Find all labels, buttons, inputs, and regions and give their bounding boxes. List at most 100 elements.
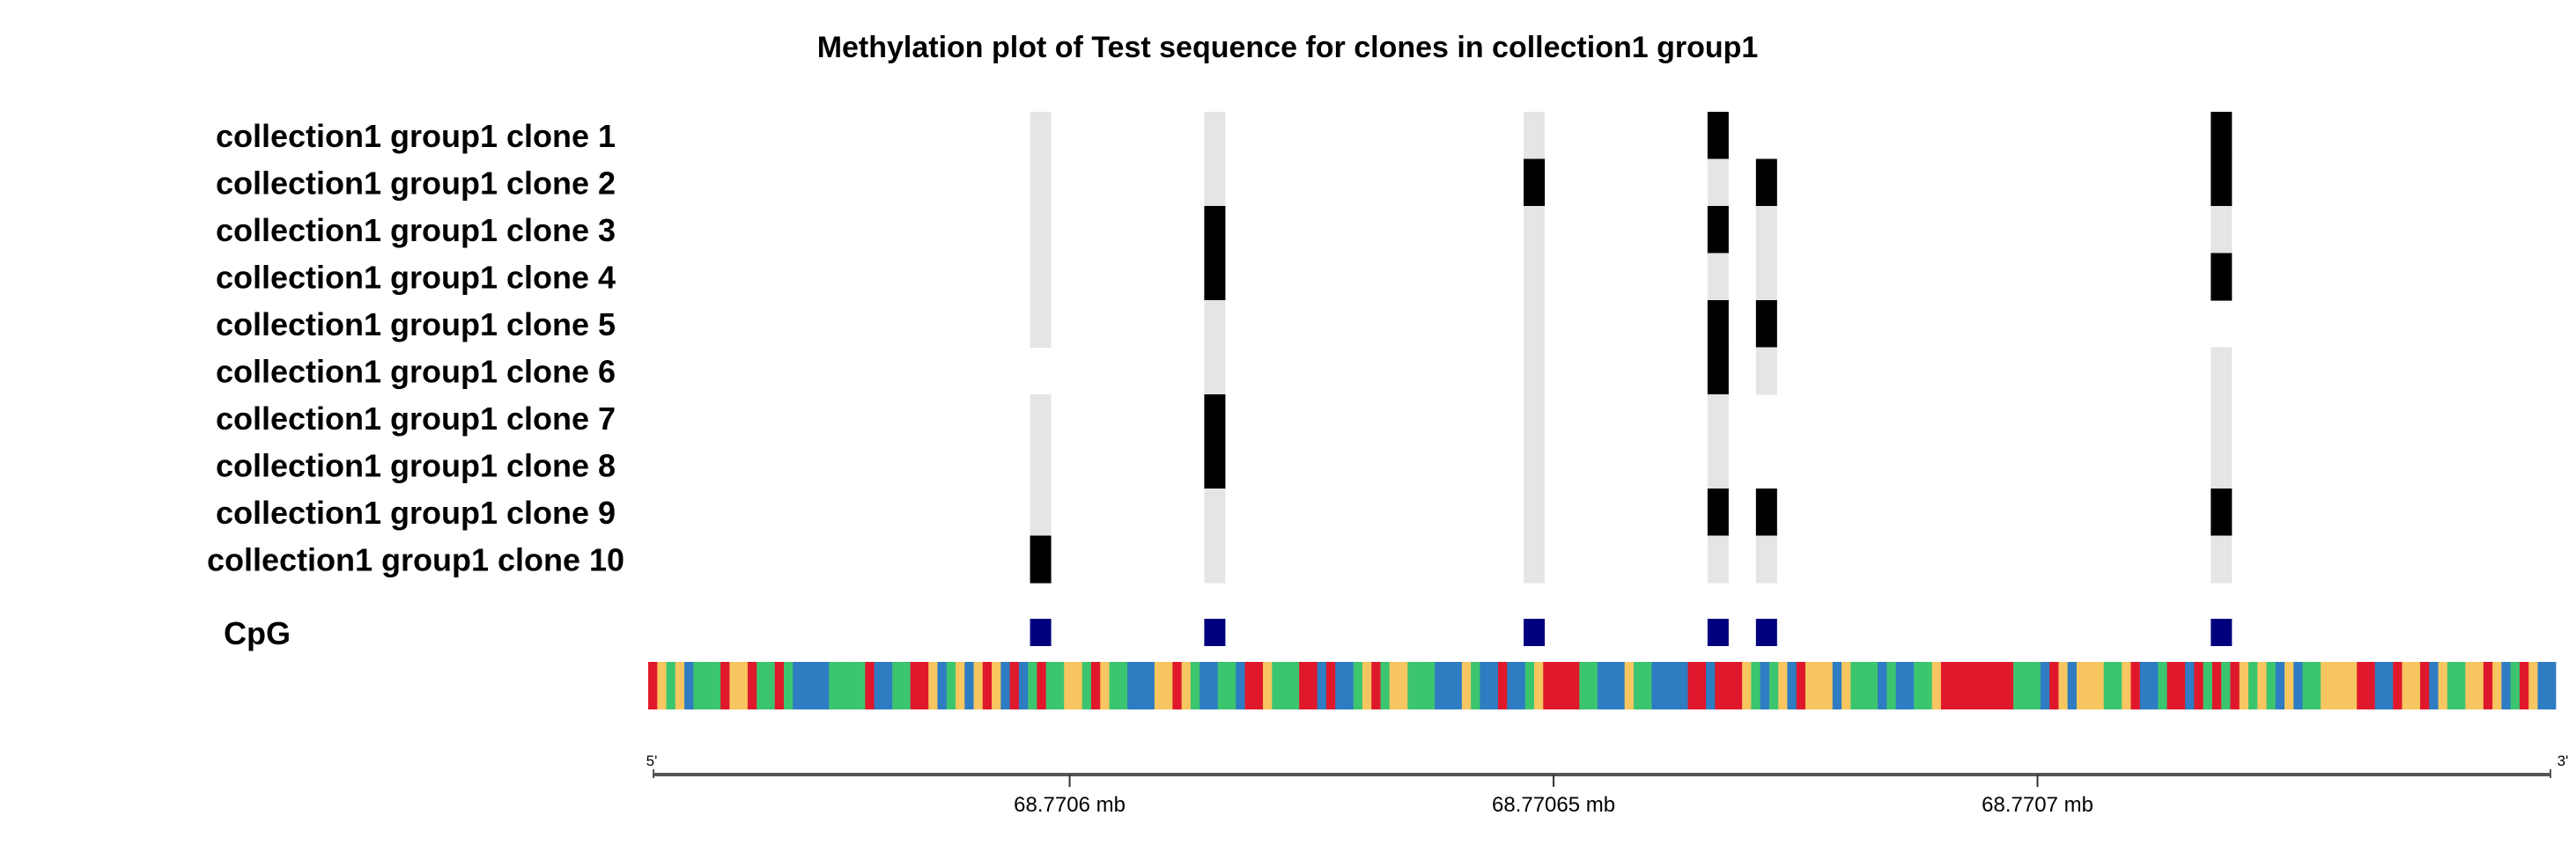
methylated-cell xyxy=(1707,489,1729,537)
sequence-base xyxy=(1842,662,1851,709)
sequence-base xyxy=(1832,662,1842,709)
sequence-base xyxy=(1904,662,1915,709)
sequence-base xyxy=(1823,662,1834,709)
sequence-base xyxy=(2438,662,2448,709)
methylated-cell xyxy=(2211,112,2233,160)
sequence-base xyxy=(1606,662,1616,709)
sequence-base xyxy=(1751,662,1761,709)
sequence-base xyxy=(2158,662,2167,709)
unmethylated-cell xyxy=(2211,535,2233,584)
sequence-base xyxy=(1217,662,1228,709)
sequence-base xyxy=(2357,662,2366,709)
sequence-base xyxy=(1986,662,1996,709)
sequence-base xyxy=(1742,662,1752,709)
methylated-cell xyxy=(1204,253,1226,301)
sequence-base xyxy=(1706,662,1716,709)
sequence-base xyxy=(1190,662,1200,709)
sequence-base xyxy=(2112,662,2122,709)
sequence-base xyxy=(1480,662,1490,709)
sequence-base xyxy=(1488,662,1499,709)
sequence-base xyxy=(1136,662,1146,709)
sequence-base xyxy=(1940,662,1951,709)
sequence-base xyxy=(2203,662,2213,709)
x-axis-tick-label: 68.7707 mb xyxy=(1982,793,2093,817)
sequence-base xyxy=(1579,662,1590,709)
cpg-marker xyxy=(1524,619,1546,646)
sequence-base xyxy=(1859,662,1870,709)
clone-label: collection1 group1 clone 2 xyxy=(216,165,616,201)
sequence-base xyxy=(747,662,757,709)
sequence-base xyxy=(1045,662,1056,709)
methylated-cell xyxy=(1524,158,1546,207)
sequence-base xyxy=(2293,662,2303,709)
sequence-base xyxy=(2284,662,2294,709)
unmethylated-cell xyxy=(1524,394,1546,443)
sequence-base xyxy=(865,662,875,709)
sequence-base xyxy=(1317,662,1327,709)
sequence-base xyxy=(2329,662,2340,709)
sequence-base xyxy=(2519,662,2529,709)
sequence-base xyxy=(1669,662,1679,709)
sequence-base xyxy=(2130,662,2141,709)
sequence-base xyxy=(1497,662,1508,709)
sequence-base xyxy=(1687,662,1698,709)
sequence-base xyxy=(1805,662,1815,709)
x-axis: 68.7706 mb 68.77065 mb 68.7707 mb 5' 3' xyxy=(646,753,2569,817)
sequence-base xyxy=(1959,662,1969,709)
sequence-base xyxy=(1624,662,1635,709)
sequence-base xyxy=(1923,662,1933,709)
sequence-base xyxy=(1208,662,1219,709)
unmethylated-cell xyxy=(1524,489,1546,537)
clone-label: collection1 group1 clone 3 xyxy=(216,212,616,248)
unmethylated-cell xyxy=(2211,206,2233,254)
sequence-base xyxy=(1524,662,1535,709)
sequence-base xyxy=(774,662,785,709)
sequence-base xyxy=(2275,662,2285,709)
clone-label: collection1 group1 clone 5 xyxy=(216,306,616,342)
sequence-base xyxy=(1037,662,1047,709)
sequence-base xyxy=(1507,662,1517,709)
unmethylated-cell xyxy=(1204,158,1226,207)
sequence-base xyxy=(1091,662,1101,709)
sequence-base xyxy=(1226,662,1236,709)
sequence-base xyxy=(1100,662,1110,709)
sequence-base xyxy=(1768,662,1779,709)
unmethylated-cell xyxy=(1707,253,1729,301)
sequence-base xyxy=(1263,662,1273,709)
sequence-base xyxy=(1145,662,1155,709)
sequence-base xyxy=(1281,662,1291,709)
sequence-base xyxy=(1054,662,1065,709)
sequence-base xyxy=(1435,662,1444,709)
sequence-base xyxy=(1597,662,1607,709)
methylated-cell xyxy=(2211,253,2233,301)
sequence-track xyxy=(648,662,2557,709)
sequence-base xyxy=(1814,662,1824,709)
sequence-base xyxy=(1073,662,1083,709)
sequence-base xyxy=(2447,662,2457,709)
sequence-base xyxy=(1344,662,1354,709)
unmethylated-cell xyxy=(1755,535,1777,584)
sequence-base xyxy=(1416,662,1427,709)
sequence-base xyxy=(2366,662,2376,709)
sequence-base xyxy=(729,662,740,709)
unmethylated-cell xyxy=(1755,206,1777,254)
methylated-cell xyxy=(2211,158,2233,207)
cpg-marker xyxy=(1030,619,1052,646)
unmethylated-cell xyxy=(1204,535,1226,584)
sequence-base xyxy=(1371,662,1381,709)
sequence-base xyxy=(1236,662,1245,709)
sequence-base xyxy=(1588,662,1598,709)
cpg-track-label: CpG xyxy=(224,615,291,651)
sequence-base xyxy=(693,662,703,709)
sequence-base xyxy=(856,662,866,709)
unmethylated-cell xyxy=(1204,347,1226,395)
sequence-base xyxy=(1289,662,1300,709)
sequence-base xyxy=(2248,662,2258,709)
sequence-base xyxy=(928,662,938,709)
sequence-base xyxy=(2185,662,2195,709)
sequence-base xyxy=(1325,662,1336,709)
sequence-base xyxy=(657,662,667,709)
clone-label: collection1 group1 clone 4 xyxy=(216,259,616,295)
sequence-base xyxy=(2321,662,2330,709)
sequence-base xyxy=(2537,662,2548,709)
